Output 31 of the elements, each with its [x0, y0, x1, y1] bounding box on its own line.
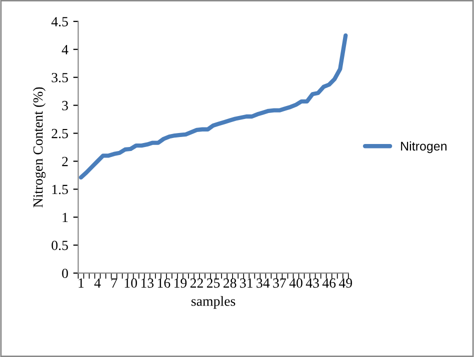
x-tick-label: 13 — [141, 278, 154, 288]
x-tick-label: 1 — [78, 278, 84, 288]
y-tick-label: 4 — [62, 45, 68, 54]
y-tick-label: 3.5 — [52, 72, 68, 82]
x-tick-label: 10 — [124, 278, 138, 288]
y-tick-label: 1.5 — [52, 184, 68, 194]
line-series — [78, 33, 348, 180]
legend-label: Nitrogen — [401, 141, 446, 154]
x-tick-label: 7 — [111, 278, 118, 288]
x-tick-label: 46 — [322, 278, 336, 288]
x-tick-label: 4 — [94, 278, 101, 288]
y-tick-label: 4.5 — [51, 17, 68, 26]
x-tick-label: 16 — [158, 278, 170, 288]
x-tick-label: 31 — [240, 278, 252, 288]
x-axis-title: samples — [191, 296, 236, 309]
y-tick-label: 0 — [62, 268, 68, 278]
y-tick-label: 2 — [62, 156, 68, 166]
x-tick-label: 34 — [256, 278, 270, 288]
x-tick-label: 19 — [174, 278, 187, 288]
x-tick-label: 25 — [206, 278, 220, 288]
y-tick-label: 0.5 — [52, 240, 68, 250]
x-tick-label: 22 — [190, 278, 203, 288]
y-tick-label: 2.5 — [52, 128, 68, 138]
x-tick-label: 43 — [306, 278, 319, 288]
y-axis-title: Nitrogen Content (%) — [32, 87, 46, 208]
y-tick-label: 3 — [62, 100, 68, 110]
x-tick-label: 40 — [289, 278, 302, 288]
y-tick-label: 1 — [62, 212, 68, 222]
x-tick-label: 37 — [273, 278, 286, 288]
x-tick-label: 49 — [338, 278, 352, 288]
x-tick-label: 28 — [224, 278, 236, 288]
